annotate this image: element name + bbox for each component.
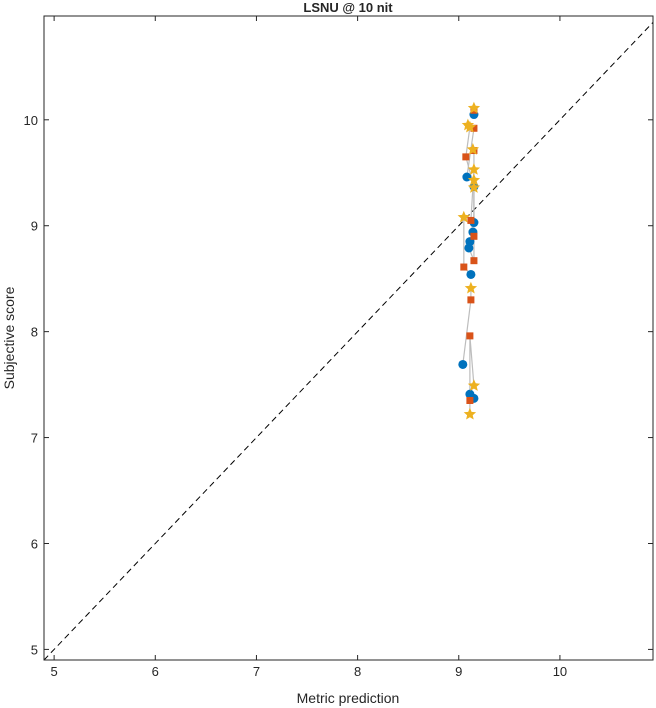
data-point-star	[467, 101, 481, 114]
chart-title: LSNU @ 10 nit	[303, 0, 393, 15]
identity-line	[43, 22, 654, 661]
y-tick-label: 7	[31, 431, 38, 446]
data-point-star	[457, 210, 470, 223]
data-point-star	[467, 181, 481, 193]
y-tick-label: 9	[31, 219, 38, 234]
axis-ticks: 5 6 7 8 9 10 5 6 7 8 9 10	[24, 16, 653, 679]
y-tick-label: 5	[31, 642, 38, 657]
axes-box	[43, 15, 654, 661]
x-tick-label: 7	[253, 664, 260, 679]
data-point-star	[466, 143, 480, 155]
x-axis-label: Metric prediction	[297, 690, 400, 706]
x-tick-label: 10	[553, 664, 567, 679]
plot-area	[43, 22, 654, 661]
data-point-square	[466, 332, 474, 340]
y-tick-label: 6	[31, 536, 38, 551]
data-point-square	[470, 257, 478, 265]
data-point-square	[470, 232, 478, 240]
data-point-square	[470, 124, 478, 132]
data-point-square	[467, 216, 475, 224]
data-point-circle	[462, 172, 472, 182]
data-point-star	[467, 379, 481, 391]
data-point-circle	[466, 269, 476, 279]
data-point-circle	[458, 359, 468, 369]
x-tick-label: 5	[50, 664, 57, 679]
data-point-star	[467, 173, 481, 186]
data-point-star	[463, 407, 477, 420]
x-tick-label: 9	[455, 664, 462, 679]
x-tick-label: 8	[354, 664, 361, 679]
y-tick-label: 8	[31, 325, 38, 340]
data-point-star	[467, 163, 481, 175]
data-point-circle	[464, 243, 474, 253]
data-point-square	[466, 396, 474, 404]
data-point-square	[467, 296, 475, 304]
data-point-square	[462, 153, 470, 161]
x-tick-label: 6	[152, 664, 159, 679]
data-point-star	[463, 120, 477, 133]
y-tick-label: 10	[24, 113, 38, 128]
data-point-square	[460, 263, 468, 271]
data-point-star	[464, 281, 478, 294]
y-axis-label: Subjective score	[1, 286, 17, 389]
